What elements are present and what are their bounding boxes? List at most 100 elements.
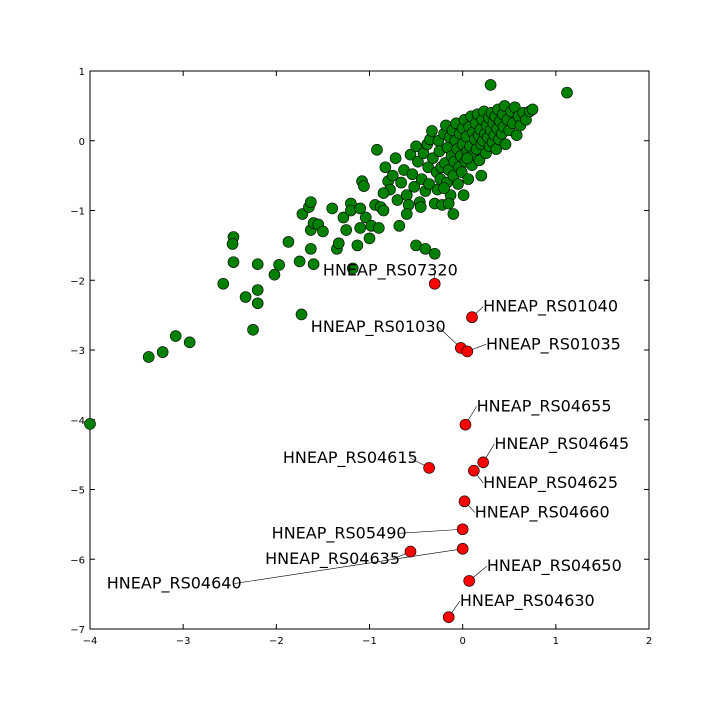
- scatter-point-green: [251, 297, 264, 310]
- annotation-label: HNEAP_RS04645: [494, 434, 629, 454]
- scatter-point-green: [337, 211, 350, 224]
- scatter-point-green: [282, 236, 295, 248]
- scatter-point-red: [466, 311, 478, 324]
- scatter-point-green: [389, 152, 402, 164]
- scatter-point-green: [307, 258, 320, 271]
- scatter-point-red: [428, 277, 441, 290]
- scatter-point-green: [499, 138, 512, 151]
- scatter-point-green: [442, 197, 455, 210]
- scatter-point-green: [351, 239, 364, 252]
- scatter-point-red: [459, 418, 472, 431]
- scatter-point-green: [412, 155, 424, 168]
- scatter-point-green: [346, 262, 359, 275]
- annotation-label: HNEAP_RS04635: [265, 549, 400, 569]
- scatter-point-green: [359, 211, 372, 224]
- annotation-label: HNEAP_RS01035: [486, 334, 621, 354]
- scatter-point-green: [354, 202, 366, 215]
- y-tick-label: −1: [70, 207, 85, 218]
- scatter-point-green: [377, 187, 390, 199]
- scatter-point-green: [373, 222, 385, 234]
- scatter-point-green: [268, 268, 281, 281]
- y-tick-label: 1: [79, 67, 85, 78]
- x-tick-label: 1: [553, 636, 559, 647]
- scatter-point-green: [251, 284, 264, 296]
- scatter-point-green: [340, 224, 353, 236]
- scatter-point-green: [251, 258, 264, 271]
- scatter-point-green: [475, 169, 488, 182]
- scatter-point-red: [442, 611, 455, 623]
- scatter-point-green: [404, 148, 417, 161]
- scatter-point-green: [217, 277, 230, 290]
- y-tick-label: −4: [70, 416, 85, 427]
- scatter-point-green: [386, 169, 399, 182]
- scatter-point-green: [400, 208, 413, 220]
- scatter-point-green: [406, 168, 419, 181]
- scatter-point-green: [393, 220, 406, 232]
- scatter-point-red: [477, 456, 489, 469]
- scatter-point-green: [377, 204, 390, 217]
- scatter-point-red: [463, 575, 475, 587]
- annotation-leader-line: [399, 528, 463, 534]
- scatter-point-green: [273, 259, 285, 271]
- x-tick-label: −1: [362, 636, 377, 647]
- annotation-label: HNEAP_RS04650: [487, 556, 622, 576]
- y-tick-label: −3: [70, 346, 85, 357]
- annotation-label: HNEAP_RS04640: [107, 574, 242, 594]
- scatter-point-green: [510, 129, 523, 141]
- scatter-point-green: [379, 161, 392, 174]
- scatter-point-green: [484, 79, 497, 91]
- annotation-label: HNEAP_RS04630: [460, 591, 595, 611]
- scatter-point-green: [457, 189, 470, 201]
- scatter-point-green: [317, 225, 329, 238]
- annotation-label: HNEAP_RS05490: [272, 523, 407, 543]
- scatter-point-green: [461, 152, 474, 164]
- y-tick-label: −7: [70, 625, 85, 636]
- x-tick-label: −4: [83, 636, 98, 647]
- y-tick-label: −6: [70, 555, 85, 566]
- scatter-point-green: [447, 208, 460, 220]
- x-tick-label: −3: [176, 636, 191, 647]
- scatter-point-green: [305, 196, 317, 208]
- scatter-point-green: [561, 86, 573, 99]
- scatter-point-green: [438, 182, 450, 194]
- scatter-point-red: [456, 523, 469, 536]
- scatter-point-green: [142, 351, 155, 363]
- annotation-label: HNEAP_RS04625: [483, 473, 618, 493]
- scatter-point-green: [326, 202, 339, 215]
- scatter-point-red: [404, 545, 417, 558]
- scatter-point-green: [239, 291, 252, 303]
- scatter-point-red: [468, 464, 480, 477]
- scatter-point-green: [395, 176, 407, 189]
- annotation-leader-line: [234, 548, 463, 584]
- scatter-point-green: [428, 247, 441, 260]
- scatter-point-green: [227, 256, 240, 268]
- scatter-point-red: [458, 495, 471, 508]
- scatter-point-green: [371, 144, 383, 156]
- annotation-label: HNEAP_RS04660: [475, 502, 610, 522]
- x-tick-label: 0: [459, 636, 465, 647]
- scatter-point-green: [526, 103, 539, 116]
- scatter-point-green: [156, 346, 169, 358]
- scatter-point-green: [169, 330, 182, 342]
- scatter-point-green: [426, 125, 438, 137]
- annotation-label: HNEAP_RS01040: [483, 297, 618, 317]
- scatter-point-green: [419, 243, 432, 255]
- scatter-point-green: [332, 237, 345, 250]
- scatter-point-green: [410, 140, 422, 153]
- annotation-label: HNEAP_RS01030: [311, 317, 446, 337]
- annotation-label: HNEAP_RS04615: [283, 448, 418, 468]
- plot-area: −4 −3 −2 −1 0 1 2 −7 −6 −5 −4 −3 −2 −1 0 1 HNEAP_RS07320…: [70, 67, 652, 647]
- scatter-point-green: [391, 194, 404, 206]
- scatter-point-red: [423, 462, 435, 474]
- scatter-point-green: [414, 201, 427, 213]
- scatter-point-red: [456, 542, 469, 555]
- scatter-point-green: [423, 178, 435, 190]
- scatter-point-green: [354, 222, 366, 234]
- scatter-point-green: [452, 178, 464, 190]
- y-tick-label: −2: [70, 276, 85, 287]
- scatter-point-green: [358, 180, 370, 192]
- scatter-point-red: [461, 345, 474, 358]
- scatter-point-green: [305, 243, 317, 255]
